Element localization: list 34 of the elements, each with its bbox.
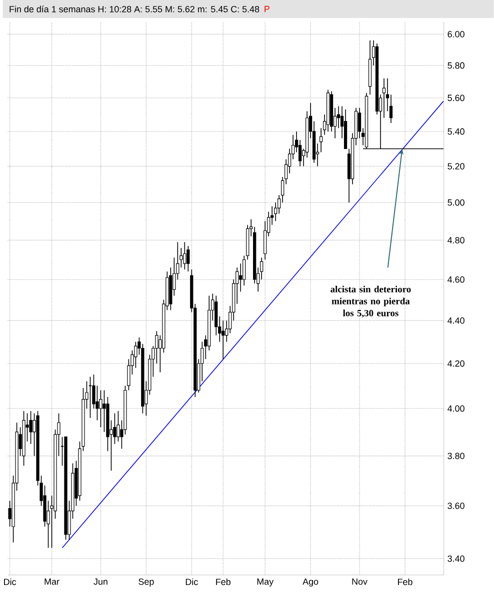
x-tick-label: May [257,578,274,587]
x-tick-label: Mar [44,578,60,585]
x-tick-label: Feb [216,578,231,586]
candlestick [183,242,186,270]
y-tick-label: 6.00 [448,31,465,38]
y-tick-label: 4.60 [448,276,465,283]
y-tick-label: 3.60 [448,502,465,509]
x-tick-label: Dic [186,578,198,586]
y-tick-label: 4.80 [448,237,465,244]
candlestick [186,246,190,272]
y-tick-label: 4.00 [448,405,465,412]
x-tick-label: Dic [4,578,16,586]
candlestick [29,410,32,444]
y-tick-label: 3.80 [448,452,465,460]
y-tick-label: 5.60 [448,94,465,102]
candlestick [222,320,225,360]
y-tick-label: 5.20 [448,163,465,170]
annotation: alcista sin deterioro mientras no pierda los 5,30 euros [330,286,411,318]
x-tick-label: Ago [302,578,318,587]
x-tick-label: Sep [138,578,154,587]
y-tick-label: 3.40 [448,555,465,562]
x-tick-label: Nov [352,578,368,585]
candlestick [99,390,102,428]
y-tick-label: 5.80 [448,62,465,69]
candlestick [239,263,242,292]
x-tick-label: Jun [94,578,108,585]
x-tick-label: Feb [398,578,412,586]
y-tick-label: 5.40 [448,128,465,135]
chart-subtitle: P [264,6,270,12]
candlestick [382,78,386,118]
y-tick-label: 4.40 [448,317,465,324]
chart-title: Fin de día 1 semanas H: 10:28 A: 5.55 M: 5.62 m: 5.45 C: 5.48 [10,6,260,12]
y-tick-label: 5.00 [448,199,465,206]
y-tick-label: 4.20 [448,360,465,367]
